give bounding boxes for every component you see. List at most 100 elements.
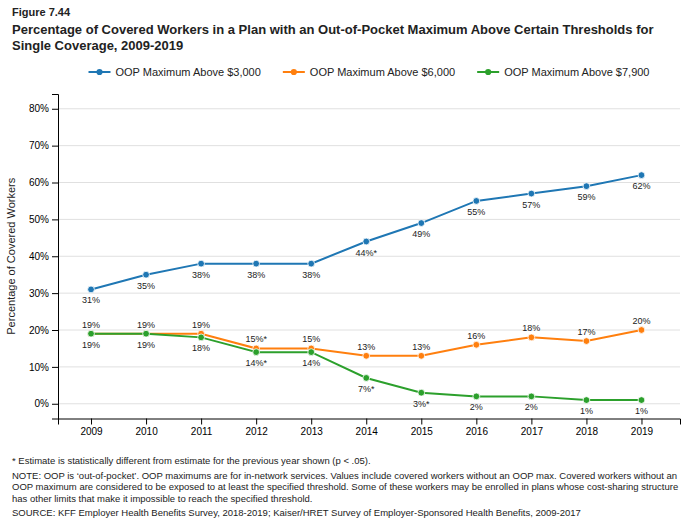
- grid-line: [58, 108, 680, 109]
- data-label: 62%: [632, 181, 650, 191]
- plot-marks: [88, 172, 645, 404]
- marker: [363, 375, 370, 382]
- data-label: 19%: [82, 320, 100, 330]
- footnote: * Estimate is statistically different fr…: [12, 455, 371, 466]
- data-label: 35%: [137, 281, 155, 291]
- data-label: 15%*: [245, 334, 267, 344]
- legend-marker: [96, 69, 102, 75]
- x-tick-mark: [146, 419, 147, 425]
- grid-line: [58, 219, 680, 220]
- y-tick-label: 10%: [29, 362, 49, 373]
- x-tick: 2011: [191, 419, 213, 437]
- data-label: 18%: [192, 343, 210, 353]
- data-label: 44%*: [355, 248, 377, 258]
- data-label: 31%: [82, 295, 100, 305]
- legend-label: OOP Maximum Above $7,900: [504, 66, 649, 78]
- marker: [473, 198, 480, 205]
- data-label: 38%: [302, 270, 320, 280]
- marker: [473, 341, 480, 348]
- text-line: OOP maximum are considered to be exposed…: [12, 481, 681, 492]
- marker: [88, 330, 95, 337]
- x-tick-label: 2013: [301, 426, 324, 437]
- y-tick-mark: [52, 330, 58, 331]
- y-tick-label: 0%: [35, 398, 50, 409]
- x-tick: 2018: [576, 419, 599, 437]
- x-tick: 2013: [301, 419, 324, 437]
- y-tick-label: 60%: [29, 177, 49, 188]
- marker: [638, 327, 645, 334]
- footnote: NOTE: OOP is ‘out-of-pocket’. OOP maximu…: [12, 470, 681, 504]
- y-tick-label: 50%: [29, 214, 49, 225]
- y-tick-label: 30%: [29, 288, 49, 299]
- data-label: 3%*: [413, 399, 430, 409]
- x-tick-label: 2014: [356, 426, 379, 437]
- x-tick-label: 2012: [246, 426, 269, 437]
- data-labels: 31%35%38%38%38%44%*49%55%57%59%62%19%19%…: [82, 181, 650, 416]
- x-axis: 2009201020112012201320142015201620172018…: [59, 419, 681, 437]
- x-tick-label: 2019: [631, 426, 654, 437]
- x-tick-mark: [201, 419, 202, 425]
- data-label: 49%: [412, 229, 430, 239]
- y-axis-line: [52, 95, 59, 420]
- x-tick-label: 2016: [466, 426, 489, 437]
- data-label: 16%: [467, 331, 485, 341]
- data-label: 18%: [522, 323, 540, 333]
- marker: [583, 183, 590, 190]
- marker: [88, 286, 95, 293]
- x-tick-label: 2011: [191, 426, 213, 437]
- footnote: SOURCE: KFF Employer Health Benefits Sur…: [12, 507, 581, 518]
- x-tick-label: 2015: [411, 426, 434, 437]
- x-tick: 2017: [521, 419, 544, 437]
- text-line: * Estimate is statistically different fr…: [12, 455, 371, 466]
- data-label: 55%: [467, 207, 485, 217]
- y-tick: 40%: [29, 251, 58, 262]
- legend: OOP Maximum Above $3,000 OOP Maximum Abov…: [89, 66, 650, 78]
- marker: [253, 260, 260, 267]
- y-tick: 80%: [29, 103, 58, 114]
- y-tick-label: 40%: [29, 251, 49, 262]
- y-tick-mark: [52, 183, 58, 184]
- marker: [308, 349, 315, 356]
- y-tick-label: 70%: [29, 140, 49, 151]
- data-label: 15%: [302, 334, 320, 344]
- series-line: [91, 175, 641, 289]
- y-axis-title: Percentage of Covered Workers: [5, 177, 17, 334]
- legend-marker: [485, 69, 491, 75]
- marker: [88, 330, 95, 337]
- data-label: 1%: [635, 406, 648, 416]
- chart-svg: Figure 7.44 Percentage of Covered Workers…: [0, 0, 698, 525]
- title: Percentage of Covered Workers in a Plan …: [12, 22, 657, 53]
- footnotes: * Estimate is statistically different fr…: [12, 455, 681, 518]
- x-tick-mark: [366, 419, 367, 425]
- y-tick-mark: [52, 404, 58, 405]
- marker: [363, 352, 370, 359]
- y-tick-mark: [52, 219, 58, 220]
- y-tick: 60%: [29, 177, 58, 188]
- y-axis: 0%10%20%30%40%50%60%70%80%: [29, 95, 59, 420]
- y-tick-mark: [52, 256, 58, 257]
- data-label: 14%*: [245, 358, 267, 368]
- marker: [198, 260, 205, 267]
- legend-item: OOP Maximum Above $7,900: [477, 66, 649, 78]
- data-label: 38%: [192, 270, 210, 280]
- x-tick-mark: [476, 419, 477, 425]
- data-label: 17%: [577, 327, 595, 337]
- x-tick: 2015: [411, 419, 434, 437]
- marker: [363, 238, 370, 245]
- legend-marker: [291, 69, 297, 75]
- marker: [583, 397, 590, 404]
- x-tick-label: 2009: [80, 426, 103, 437]
- figure-label: Figure 7.44: [12, 6, 71, 18]
- text-line: Figure 7.44: [12, 6, 71, 18]
- marker: [473, 393, 480, 400]
- x-tick: 2016: [466, 419, 489, 437]
- legend-item: OOP Maximum Above $6,000: [283, 66, 455, 78]
- text-line: has other limits that make it impossible…: [12, 493, 312, 504]
- legend-label: OOP Maximum Above $3,000: [116, 66, 261, 78]
- x-tick-label: 2018: [576, 426, 599, 437]
- x-tick-mark: [256, 419, 257, 425]
- x-tick: 2012: [246, 419, 269, 437]
- data-label: 19%: [137, 340, 155, 350]
- legend-item: OOP Maximum Above $3,000: [89, 66, 261, 78]
- data-label: 19%: [82, 340, 100, 350]
